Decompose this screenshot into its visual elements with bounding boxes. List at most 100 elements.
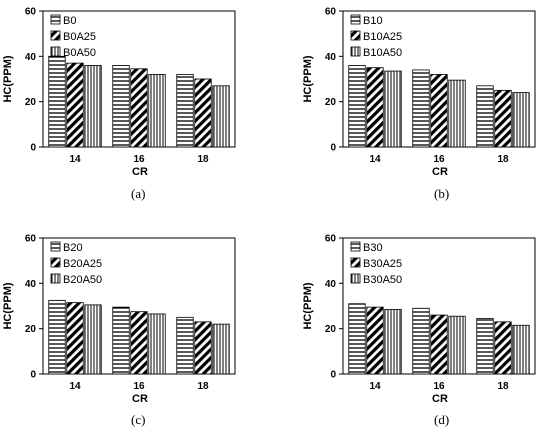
y-tick-label: 40 [325,279,337,290]
y-tick-label: 0 [30,143,36,154]
y-axis-label: HC(PPM) [2,282,14,329]
bar-B10A25-14 [366,67,384,148]
bar-B10-16 [412,69,430,148]
bar-B30A50-16 [448,315,466,375]
caption-d: (d) [434,412,450,427]
bar-B30A50-14 [384,309,402,375]
bar-B20A50-14 [84,304,102,375]
x-tick-label: 16 [133,381,145,392]
legend-label-B0A25: B0A25 [63,31,96,43]
legend-label-B30: B30 [363,242,383,254]
y-tick-label: 40 [325,52,337,63]
bar-B0A50-16 [148,74,166,148]
x-tick-label: 18 [497,154,509,165]
legend-label-B30A25: B30A25 [363,258,402,270]
legend-label-B30A50: B30A50 [363,274,402,286]
bar-B20-14 [48,299,66,375]
bar-B20-16 [112,306,130,375]
legend-swatch-B0A25 [50,30,61,41]
y-tick-label: 60 [25,7,37,18]
x-tick-label: 18 [497,381,509,392]
bar-B0A50-14 [84,65,102,148]
legend-label-B0A50: B0A50 [63,47,96,59]
legend-label-B10: B10 [363,15,383,27]
legend-swatch-B30A50 [350,273,361,284]
bar-B10-14 [348,65,366,148]
bar-B30A25-16 [430,314,448,375]
y-axis-label: HC(PPM) [302,282,314,329]
x-tick-label: 16 [433,381,445,392]
legend-swatch-B30A25 [350,257,361,268]
bar-B0-18 [176,74,194,148]
legend-swatch-B20A25 [50,257,61,268]
bar-B20A25-18 [194,321,212,375]
bar-B0A25-14 [66,62,84,148]
legend-label-B20A25: B20A25 [63,258,102,270]
bar-B10A50-18 [512,92,530,148]
bar-B30A25-14 [366,306,384,375]
bar-B20-18 [176,316,194,375]
legend-label-B20: B20 [63,242,83,254]
bar-B10A25-18 [494,89,512,148]
legend-swatch-B0 [50,14,61,25]
legend-swatch-B0A50 [50,46,61,57]
legend-label-B20A50: B20A50 [63,274,102,286]
caption-c: (c) [131,412,146,427]
y-tick-label: 0 [30,370,36,381]
x-tick-label: 14 [69,381,81,392]
legend-swatch-B10A50 [350,46,361,57]
bar-B0-16 [112,65,130,148]
y-axis-label: HC(PPM) [302,55,314,102]
x-axis-label: CR [432,393,448,405]
bar-B30-14 [348,303,366,375]
bar-chart-a: 0 20 40 60 HC(PPM) 14 16 18 CR B0 B0A25 B0A50 [2,7,236,178]
legend-label-B10A25: B10A25 [363,31,402,43]
bar-B0A50-18 [212,85,230,148]
legend-swatch-B10 [350,14,361,25]
x-axis-label: CR [132,166,148,178]
x-axis-label: CR [132,393,148,405]
caption-a: (a) [131,186,146,201]
y-tick-label: 60 [325,7,337,18]
bar-B10-18 [476,85,494,148]
bar-B10A25-16 [430,74,448,148]
y-tick-label: 60 [25,234,37,245]
legend-label-B0: B0 [63,15,76,27]
y-tick-label: 40 [25,52,37,63]
x-tick-label: 14 [369,381,381,392]
y-tick-label: 0 [330,143,336,154]
x-tick-label: 18 [197,381,209,392]
x-tick-label: 16 [133,154,145,165]
y-tick-label: 60 [325,234,337,245]
caption-b: (b) [434,186,450,201]
y-tick-label: 0 [330,370,336,381]
chart-panel-a: 0 20 40 60 HC(PPM) 14 16 18 CR B0 B0A25 B0A50 [0,0,260,200]
x-tick-label: 14 [69,154,81,165]
legend-swatch-B20 [50,241,61,252]
bar-chart-d: 0 20 40 60 HC(PPM) 14 16 18 CR B30 B30A25 B30A50 [302,234,536,405]
bar-B30A50-18 [512,324,530,375]
y-tick-label: 20 [25,97,37,108]
bar-B0A25-18 [194,78,212,148]
bar-B20A50-16 [148,313,166,375]
x-tick-label: 14 [369,154,381,165]
y-axis-label: HC(PPM) [2,55,14,102]
chart-panel-d: 0 20 40 60 HC(PPM) 14 16 18 CR B30 B30A25 B30A50 [300,227,550,427]
y-tick-label: 20 [325,97,337,108]
x-axis-label: CR [432,166,448,178]
bar-chart-c: 0 20 40 60 HC(PPM) 14 16 18 CR B20 B20A25 B20A50 [2,234,236,405]
chart-panel-b: 0 20 40 60 HC(PPM) 14 16 18 CR B10 B10A25 B10A50 [300,0,550,200]
bar-B10A50-16 [448,79,466,148]
bar-B0-14 [48,55,66,148]
bar-B30A25-18 [494,321,512,375]
bar-B10A50-14 [384,70,402,148]
y-tick-label: 40 [25,279,37,290]
bar-B0A25-16 [130,68,148,148]
bar-chart-b: 0 20 40 60 HC(PPM) 14 16 18 CR B10 B10A25 B10A50 [302,7,536,178]
legend-swatch-B20A50 [50,273,61,284]
legend-swatch-B10A25 [350,30,361,41]
x-tick-label: 18 [197,154,209,165]
legend-label-B10A50: B10A50 [363,47,402,59]
x-tick-label: 16 [433,154,445,165]
legend-swatch-B30 [350,241,361,252]
